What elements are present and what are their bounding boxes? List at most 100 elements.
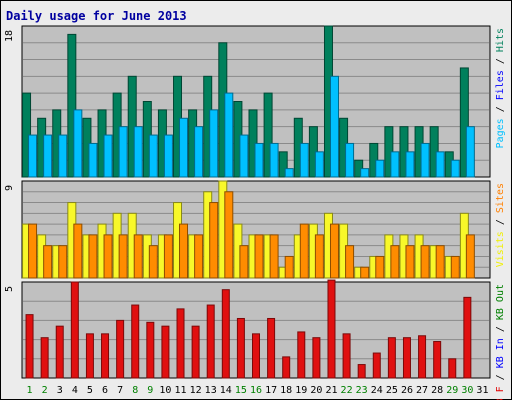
bar-sites-day-17 <box>269 234 279 279</box>
bar-kb-f-day-9 <box>146 321 155 379</box>
x-tick-label-13: 13 <box>205 385 217 396</box>
bar-kb-f-day-30 <box>463 296 472 379</box>
bar-sites-day-1 <box>28 223 38 279</box>
x-tick-label-3: 3 <box>57 385 63 396</box>
bar-sites-day-14 <box>224 191 234 279</box>
bar-pages-day-12 <box>194 126 204 178</box>
bar-kb-f-day-29 <box>448 358 457 379</box>
bar-sites-day-23 <box>360 266 370 279</box>
bar-kb-f-day-2 <box>40 337 49 379</box>
bar-sites-day-13 <box>209 202 219 279</box>
x-tick-label-11: 11 <box>174 385 186 396</box>
bar-kb-f-day-17 <box>267 317 276 379</box>
bar-kb-f-day-13 <box>206 304 215 379</box>
bar-sites-day-29 <box>450 255 460 279</box>
bar-kb-f-day-21 <box>327 279 336 379</box>
legend-entry: KB In <box>495 338 506 368</box>
bar-pages-day-23 <box>360 168 370 178</box>
legend-top: Pages / Files / Hits <box>495 28 506 148</box>
bar-kb-f-day-4 <box>70 281 79 379</box>
bar-kb-f-day-22 <box>342 333 351 379</box>
bar-kb-f-day-23 <box>357 364 366 379</box>
legend-entry: Pages <box>495 118 506 148</box>
bar-sites-day-26 <box>405 245 415 279</box>
bar-sites-day-8 <box>133 234 143 279</box>
bar-sites-day-9 <box>148 245 158 279</box>
bar-sites-day-10 <box>163 234 173 279</box>
bar-pages-day-30 <box>465 126 475 178</box>
x-tick-label-7: 7 <box>117 385 123 396</box>
bar-kb-f-day-20 <box>312 337 321 379</box>
x-tick-label-17: 17 <box>265 385 277 396</box>
bar-pages-day-17 <box>269 142 279 178</box>
x-tick-label-2: 2 <box>42 385 48 396</box>
bar-hits-day-4 <box>67 33 77 178</box>
bar-pages-day-7 <box>118 126 128 178</box>
bar-sites-day-21 <box>329 223 339 279</box>
legend-bottom: KB F / KB In / KB Out <box>495 284 506 400</box>
bar-kb-f-day-6 <box>101 333 110 379</box>
legend-entry: Visits <box>495 231 506 267</box>
bar-pages-day-20 <box>314 151 324 178</box>
x-tick-label-8: 8 <box>132 385 138 396</box>
bar-kb-f-day-8 <box>131 304 140 379</box>
panel-top: 18 Pages / Files / Hits <box>4 25 506 178</box>
bar-pages-day-3 <box>58 134 68 178</box>
x-tick-label-26: 26 <box>401 385 413 396</box>
bar-kb-f-day-19 <box>297 331 306 379</box>
bar-kb-f-day-26 <box>402 337 411 379</box>
legend-entry: / <box>495 100 506 118</box>
chart-title: Daily usage for June 2013 <box>6 9 187 23</box>
bar-kb-f-day-18 <box>282 356 291 379</box>
bar-pages-day-28 <box>435 151 445 178</box>
bar-pages-day-9 <box>148 134 158 178</box>
bar-pages-day-16 <box>254 142 264 178</box>
bar-sites-day-3 <box>58 245 68 279</box>
x-tick-label-22: 22 <box>341 385 353 396</box>
legend-entry: Files <box>495 70 506 100</box>
bar-kb-f-day-25 <box>387 337 396 379</box>
x-tick-label-12: 12 <box>190 385 202 396</box>
bar-sites-day-19 <box>299 223 309 279</box>
bar-pages-day-14 <box>224 92 234 178</box>
bar-sites-day-6 <box>103 234 113 279</box>
bar-hits-day-30 <box>459 67 469 178</box>
bar-kb-f-day-11 <box>176 308 185 379</box>
y-axis-max-label: 9 <box>4 185 15 191</box>
bar-sites-day-20 <box>314 234 324 279</box>
x-tick-label-23: 23 <box>356 385 368 396</box>
bar-pages-day-6 <box>103 134 113 178</box>
legend-entry: Hits <box>495 28 506 52</box>
x-tick-label-4: 4 <box>72 385 78 396</box>
panel-bottom: 5 KB F / KB In / KB Out <box>4 279 506 400</box>
legend-entry: / <box>495 213 506 231</box>
legend-entry: KB Out <box>495 284 506 320</box>
legend-middle: Visits / Sites <box>495 183 506 267</box>
bar-kb-f-day-16 <box>252 333 260 379</box>
bar-kb-f-day-27 <box>418 335 427 379</box>
bar-pages-day-1 <box>28 134 38 178</box>
bar-sites-day-16 <box>254 234 264 279</box>
bar-kb-f-day-14 <box>221 289 230 379</box>
bar-sites-day-18 <box>284 255 294 279</box>
bar-kb-f-day-28 <box>433 341 442 379</box>
x-tick-label-18: 18 <box>280 385 292 396</box>
bar-pages-day-15 <box>239 134 249 178</box>
bar-sites-day-30 <box>465 234 475 279</box>
bar-pages-day-29 <box>450 159 460 178</box>
bar-kb-f-day-5 <box>85 333 94 379</box>
bar-pages-day-22 <box>345 142 355 178</box>
x-tick-label-28: 28 <box>431 385 443 396</box>
bar-sites-day-11 <box>179 223 189 279</box>
bar-pages-day-27 <box>420 142 430 178</box>
bar-sites-day-7 <box>118 234 128 279</box>
x-tick-label-19: 19 <box>295 385 307 396</box>
x-tick-label-27: 27 <box>416 385 428 396</box>
x-tick-label-31: 31 <box>476 385 488 396</box>
legend-entry: / <box>495 52 506 70</box>
legend-entry: Sites <box>495 183 506 213</box>
bar-pages-day-21 <box>329 75 339 178</box>
x-tick-label-16: 16 <box>250 385 262 396</box>
